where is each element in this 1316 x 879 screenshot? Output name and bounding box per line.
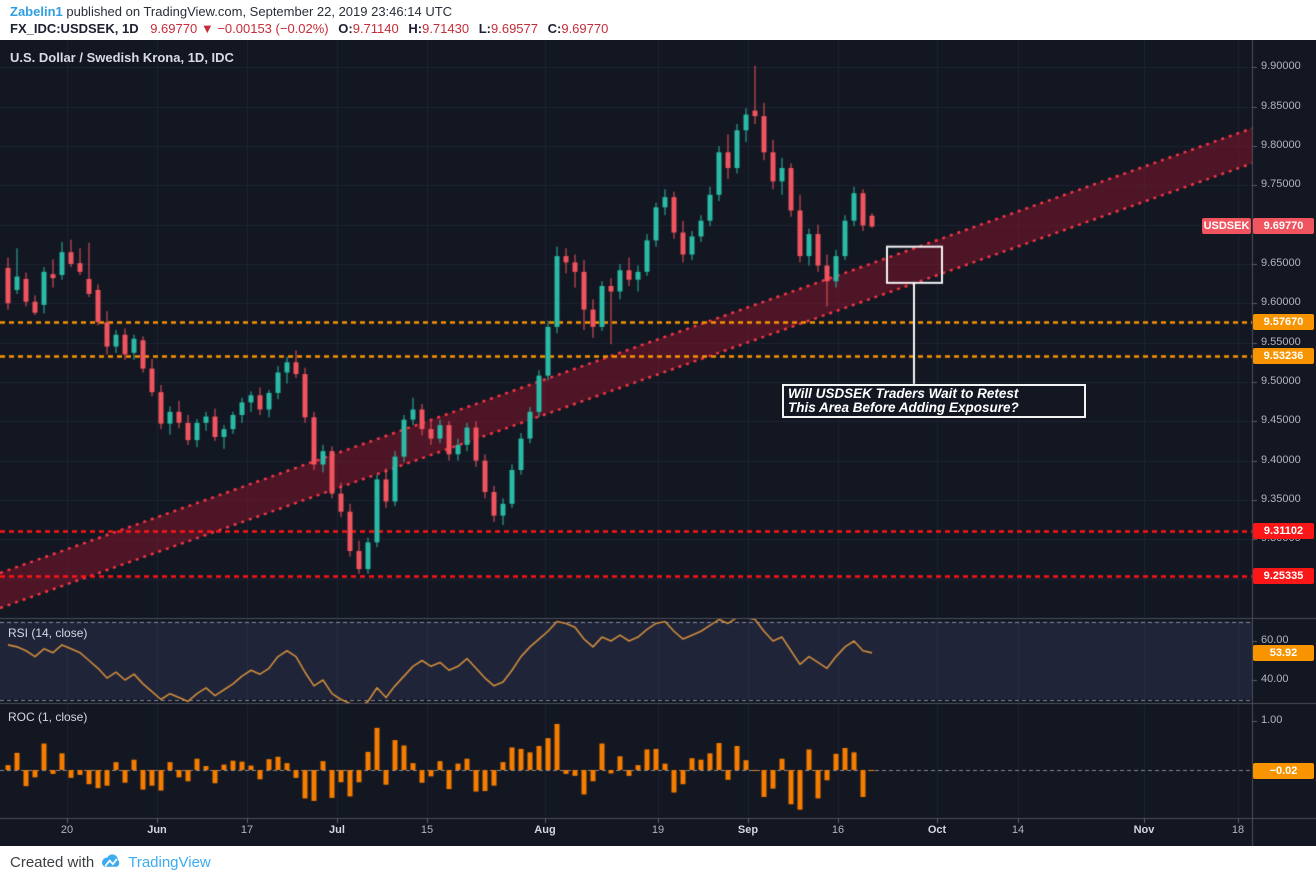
time-axis-label: Sep: [737, 824, 759, 836]
symbol-price-badge: USDSEK: [1202, 218, 1251, 235]
price-axis-badge: 9.69770: [1253, 218, 1314, 235]
low-label: L:: [478, 21, 491, 36]
time-axis-label: Jun: [147, 824, 167, 836]
price-tick-label: 9.65000: [1261, 256, 1301, 269]
time-axis-label: 20: [60, 824, 74, 836]
roc-tick-label: 1.00: [1261, 714, 1283, 726]
close-label: C:: [547, 21, 562, 36]
annotation-line1: Will USDSEK Traders Wait to Retest: [788, 386, 1019, 401]
time-axis-label: Nov: [1133, 824, 1155, 836]
author-link[interactable]: Zabelin1: [10, 4, 63, 19]
symbol-ohlc-bar: FX_IDC:USDSEK, 1D 9.69770 ▼ −0.00153 (−0…: [10, 21, 608, 36]
annotation-callout[interactable]: Will USDSEK Traders Wait to Retest This …: [782, 384, 1086, 418]
publish-text: published on TradingView.com, September …: [62, 4, 453, 19]
price-tick-label: 9.50000: [1261, 374, 1301, 387]
annotation-line2: This Area Before Adding Exposure?: [788, 400, 1019, 415]
rsi-value-badge: 53.92: [1253, 644, 1314, 661]
chart-title: U.S. Dollar / Swedish Krona, 1D, IDC: [10, 50, 234, 65]
change-down-arrow-icon: ▼: [200, 21, 214, 36]
price-tick-label: 9.40000: [1261, 453, 1301, 466]
close-value: 9.69770: [561, 21, 609, 36]
time-axis-label: 19: [651, 824, 665, 836]
rsi-tick-label: 60.00: [1261, 634, 1289, 646]
time-axis-label: Oct: [927, 824, 947, 836]
open-label: O:: [338, 21, 353, 36]
price-axis-badge: 9.57670: [1253, 313, 1314, 330]
price-tick-label: 9.90000: [1261, 60, 1301, 73]
roc-value-badge: −0.02: [1253, 762, 1314, 779]
price-tick-label: 9.35000: [1261, 492, 1301, 505]
symbol-name[interactable]: FX_IDC:USDSEK, 1D: [10, 21, 139, 36]
low-value: 9.69577: [491, 21, 538, 36]
chart-area[interactable]: U.S. Dollar / Swedish Krona, 1D, IDC RSI…: [0, 40, 1316, 846]
created-with-text: Created with: [10, 854, 95, 871]
time-axis-label: 14: [1011, 824, 1025, 836]
time-axis-label: 16: [831, 824, 845, 836]
price-axis-badge: 9.31102: [1253, 522, 1314, 539]
price-tick-label: 9.60000: [1261, 296, 1301, 309]
high-value: 9.71430: [422, 21, 470, 36]
footer: Created with TradingView: [0, 846, 1316, 879]
tradingview-brand-link[interactable]: TradingView: [128, 854, 211, 871]
price-change: −0.00153 (−0.02%): [217, 21, 329, 36]
price-tick-label: 9.80000: [1261, 139, 1301, 152]
time-axis[interactable]: [0, 818, 1252, 846]
high-label: H:: [408, 21, 423, 36]
time-axis-label: 17: [240, 824, 254, 836]
publish-info: Zabelin1 published on TradingView.com, S…: [10, 4, 452, 19]
time-axis-label: Aug: [534, 824, 556, 836]
price-tick-label: 9.85000: [1261, 99, 1301, 112]
time-axis-label: 18: [1231, 824, 1245, 836]
time-axis-label: 15: [420, 824, 434, 836]
price-tick-label: 9.55000: [1261, 335, 1301, 348]
open-value: 9.71140: [352, 21, 399, 36]
price-axis-badge: 9.25335: [1253, 567, 1314, 584]
roc-indicator-label[interactable]: ROC (1, close): [8, 710, 88, 724]
price-tick-label: 9.75000: [1261, 178, 1301, 191]
tradingview-logo-icon: [99, 854, 123, 871]
price-axis-badge: 9.53236: [1253, 348, 1314, 365]
last-price: 9.69770: [150, 21, 198, 36]
time-axis-label: Jul: [329, 824, 345, 836]
price-axis[interactable]: [1253, 40, 1316, 818]
publish-header: Zabelin1 published on TradingView.com, S…: [0, 0, 1316, 40]
rsi-indicator-label[interactable]: RSI (14, close): [8, 626, 88, 640]
chart-canvas[interactable]: [0, 40, 1316, 846]
rsi-tick-label: 40.00: [1261, 673, 1289, 685]
price-tick-label: 9.45000: [1261, 414, 1301, 427]
